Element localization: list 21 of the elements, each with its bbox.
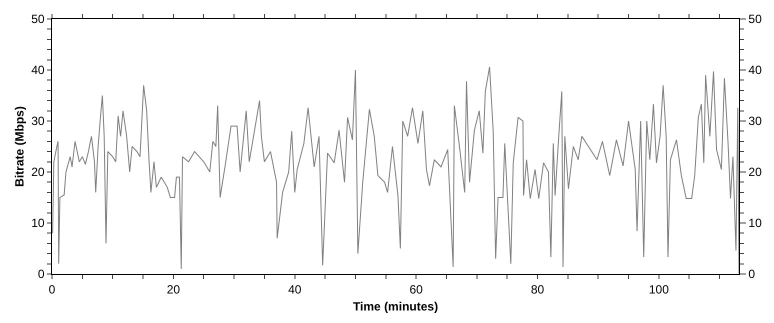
x-tick-label: 40 — [288, 282, 302, 296]
y-tick-label: 0 — [38, 267, 45, 282]
y2-tick-label: 20 — [748, 165, 762, 180]
y-tick-label: 50 — [31, 12, 45, 26]
y-tick-label: 40 — [31, 63, 45, 78]
y-axis-title: Bitrate (Mbps) — [12, 106, 27, 187]
y-tick-label: 30 — [31, 114, 45, 128]
y-tick-label: 10 — [31, 216, 45, 230]
y2-tick-label: 50 — [748, 12, 762, 26]
x-tick-label: 0 — [48, 282, 56, 296]
x-tick-label: 20 — [166, 282, 180, 296]
x-tick-label: 80 — [530, 282, 545, 296]
y2-tick-label: 0 — [748, 267, 756, 282]
x-tick-label: 60 — [409, 282, 424, 296]
y2-tick-label: 30 — [748, 114, 762, 128]
y2-tick-label: 10 — [748, 216, 762, 230]
x-axis-title: Time (minutes) — [352, 299, 438, 314]
y-tick-label: 20 — [31, 165, 45, 180]
line-series — [52, 66, 739, 274]
y2-tick-label: 40 — [748, 63, 762, 78]
x-tick-label: 100 — [648, 282, 670, 296]
